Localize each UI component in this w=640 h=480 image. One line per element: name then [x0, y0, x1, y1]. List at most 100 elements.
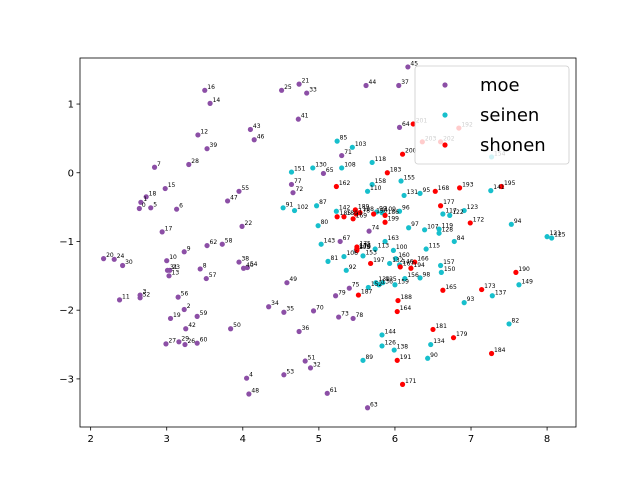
moe-point: [346, 285, 352, 291]
moe-point: [183, 326, 189, 332]
point-label: 149: [521, 278, 533, 285]
point-label: 18: [149, 190, 157, 197]
point-label: 27: [168, 337, 176, 344]
y-tick-label: 0: [68, 168, 74, 179]
seinen-point: [390, 247, 397, 254]
seinen-point: [406, 225, 412, 231]
legend-label-moe: moe: [480, 75, 520, 96]
moe-point: [224, 198, 231, 204]
shonen-point: [408, 265, 414, 271]
moe-point: [307, 365, 314, 371]
point-label: 49: [289, 276, 297, 283]
point-label: 5: [153, 201, 157, 208]
moe-point: [281, 372, 287, 378]
seinen-point: [280, 205, 286, 211]
shonen-point: [440, 287, 446, 293]
shonen-point: [498, 183, 505, 190]
seinen-point: [313, 203, 320, 209]
moe-point: [236, 188, 242, 194]
point-label: 152: [371, 281, 383, 288]
moe-point: [251, 137, 257, 143]
moe-point: [366, 228, 372, 234]
point-label: 110: [370, 185, 382, 192]
point-label: 98: [423, 271, 431, 278]
seinen-point: [488, 188, 494, 194]
point-label: 106: [346, 250, 358, 257]
point-label: 8: [203, 262, 207, 269]
point-label: 84: [457, 235, 465, 242]
moe-point: [204, 146, 210, 152]
shonen-point: [382, 212, 388, 218]
point-label: 39: [210, 142, 218, 149]
legend-label-shonen: shonen: [480, 135, 546, 156]
seinen-point: [544, 234, 550, 240]
shonen-point: [384, 170, 390, 176]
shonen-point: [450, 335, 457, 341]
point-label: 131: [407, 189, 419, 196]
point-label: 188: [400, 294, 412, 301]
point-label: 70: [316, 304, 324, 311]
seinen-point: [288, 169, 295, 175]
point-label: 43: [253, 123, 261, 130]
point-label: 121: [550, 230, 562, 237]
shonen-point: [394, 357, 400, 363]
point-label: 9: [187, 245, 191, 252]
seinen-point: [428, 341, 434, 348]
seinen-point: [291, 207, 298, 214]
seinen-point: [373, 280, 379, 286]
moe-point: [337, 238, 343, 245]
point-label: 126: [385, 339, 397, 346]
shonen-point: [395, 297, 401, 304]
legend-label-seinen: seinen: [480, 105, 539, 126]
point-label: 82: [512, 317, 520, 324]
point-label: 115: [429, 243, 441, 250]
point-label: 60: [200, 337, 208, 344]
point-label: 159: [397, 278, 409, 285]
moe-point: [120, 262, 126, 269]
shonen-point: [467, 220, 473, 226]
point-label: 132: [392, 257, 404, 264]
point-label: 31: [170, 264, 178, 271]
shonen-point: [488, 350, 495, 357]
point-label: 180: [346, 210, 358, 217]
moe-point: [296, 328, 302, 335]
moe-point: [396, 82, 402, 89]
moe-point: [202, 87, 208, 93]
point-label: 80: [321, 219, 329, 226]
moe-point: [304, 90, 310, 96]
moe-point: [363, 82, 369, 89]
seinen-point: [398, 178, 404, 184]
point-label: 139: [378, 276, 390, 283]
point-label: 22: [245, 220, 253, 227]
point-label: 141: [493, 184, 505, 191]
point-label: 102: [297, 204, 309, 211]
shonen-point: [397, 264, 403, 270]
moe-point: [310, 308, 317, 314]
point-label: 156: [407, 272, 419, 279]
point-label: 71: [344, 149, 352, 156]
moe-point: [182, 341, 188, 348]
point-label: 72: [296, 186, 304, 193]
point-label: 125: [554, 232, 566, 239]
x-tick-label: 8: [544, 434, 550, 445]
seinen-point: [549, 235, 555, 241]
point-label: 54: [250, 261, 258, 268]
point-label: 200: [405, 148, 417, 155]
point-label: 90: [430, 352, 438, 359]
legend-marker-moe: [442, 82, 448, 88]
x-tick-label: 6: [392, 434, 398, 445]
point-label: 36: [302, 325, 310, 332]
moe-point: [266, 304, 272, 310]
point-label: 99: [379, 205, 387, 212]
point-label: 19: [173, 312, 181, 319]
points-layer: [100, 64, 555, 411]
point-label: 143: [324, 238, 336, 245]
point-label: 48: [251, 388, 259, 395]
seinen-point: [461, 207, 467, 214]
moe-point: [302, 358, 308, 364]
moe-point: [194, 313, 200, 319]
shonen-point: [354, 246, 360, 252]
legend-box: [414, 65, 570, 165]
